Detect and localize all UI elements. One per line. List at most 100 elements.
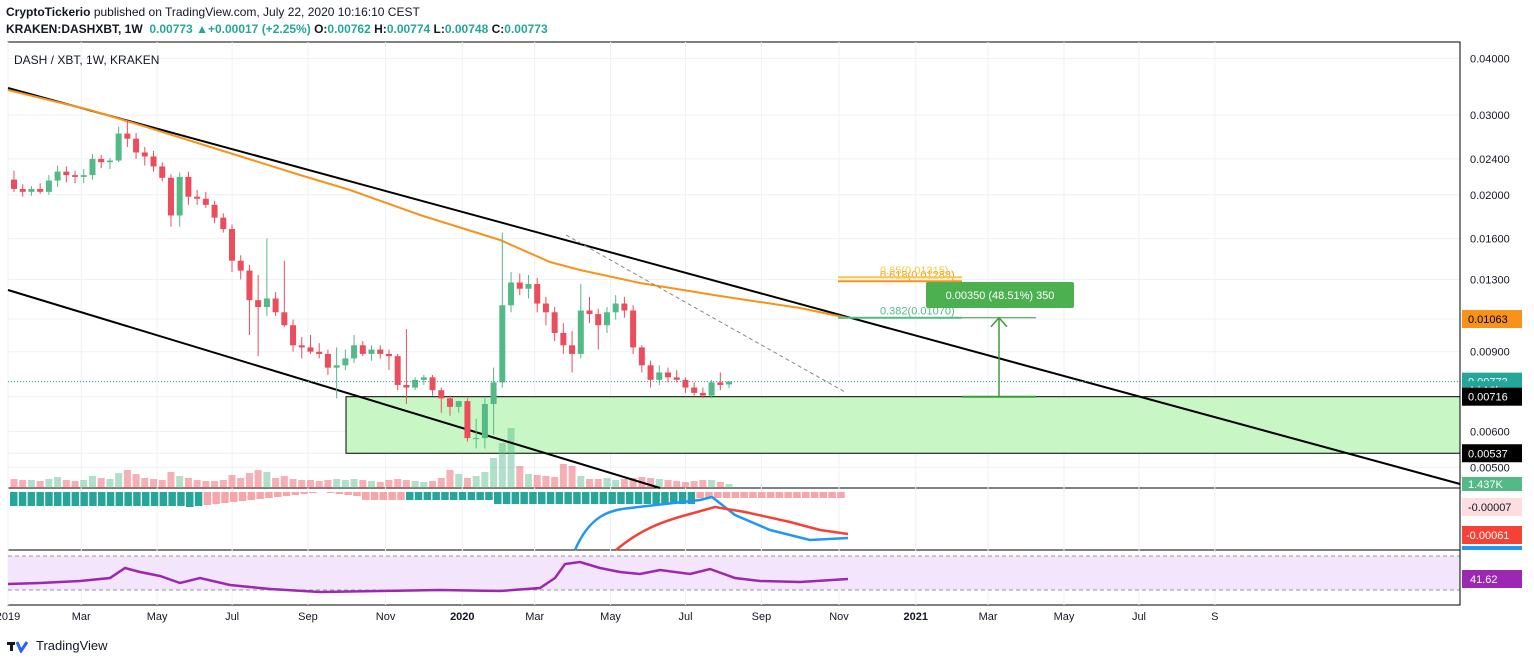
volume-bar — [376, 482, 384, 488]
volume-bar — [446, 470, 454, 488]
macd-histogram-bar — [80, 492, 88, 506]
candle-body — [316, 351, 323, 354]
y-tick-label: 0.01600 — [1470, 234, 1510, 246]
fib-level-label: 0.65(0.01315) — [880, 265, 949, 277]
volume-bar — [664, 480, 672, 488]
macd-histogram-bar — [599, 492, 608, 504]
volume-bar — [306, 480, 314, 488]
volume-bar — [193, 480, 201, 488]
macd-histogram-bar — [98, 492, 106, 506]
macd-histogram-bar — [89, 492, 97, 506]
moving-average-line — [7, 89, 849, 319]
candle-body — [638, 347, 645, 366]
volume-bar — [341, 480, 349, 488]
macd-line — [573, 495, 849, 551]
volume-bar — [350, 479, 358, 488]
macd-histogram-bar — [467, 492, 476, 500]
price-label-box — [1462, 387, 1522, 406]
volume-bar — [603, 478, 611, 488]
macd-histogram-bar — [326, 492, 335, 493]
volume-bar — [524, 474, 532, 488]
candle-body — [516, 282, 523, 289]
volume-bar — [594, 479, 602, 488]
candle-body — [656, 372, 663, 380]
macd-histogram-bar — [810, 492, 819, 498]
fib-level-label: 0.618(0.01288) — [880, 269, 955, 281]
volume-bar — [211, 481, 219, 488]
candle-body — [420, 377, 427, 380]
macd-histogram-bar — [529, 492, 537, 504]
macd-histogram-bar — [370, 492, 379, 500]
volume-bar — [19, 480, 27, 488]
y-tick-label: 0.02400 — [1470, 154, 1510, 166]
y-tick-label: 0.04000 — [1470, 53, 1510, 65]
volume-bar — [551, 477, 559, 488]
volume-bar — [132, 474, 140, 488]
macd-histogram-bar — [758, 492, 766, 498]
candle-body — [290, 325, 297, 346]
candle-body — [691, 387, 698, 393]
price-label-box — [1462, 444, 1522, 463]
volume-bar — [385, 480, 393, 488]
macd-histogram-bar — [538, 492, 546, 504]
rsi-label-text: 41.62 — [1470, 574, 1498, 586]
macd-histogram-bar — [546, 492, 555, 504]
volume-bar — [272, 478, 280, 488]
channel-upper-line — [7, 87, 1461, 485]
macd-histogram-bar — [714, 492, 722, 498]
candle-body — [499, 305, 506, 383]
volume-bar — [36, 481, 44, 488]
y-tick-label: 0.01300 — [1470, 274, 1510, 286]
candle-body — [63, 171, 70, 176]
volume-bar — [568, 466, 576, 488]
high-value: 0.00774 — [386, 22, 431, 36]
candle-body — [717, 382, 724, 385]
candle-body — [377, 349, 384, 354]
high-label: H: — [374, 22, 387, 36]
volume-bar — [612, 480, 620, 488]
macd-histogram-bar — [362, 492, 370, 500]
volume-bar — [490, 458, 498, 488]
last-price: 0.00773 — [149, 22, 193, 36]
candle-body — [726, 381, 733, 385]
macd-histogram-bar — [133, 492, 141, 506]
candle-body — [447, 398, 453, 407]
macd-histogram-bar — [54, 492, 62, 506]
publisher: CryptoTickerio — [6, 5, 91, 19]
chart-frame — [7, 41, 1461, 606]
volume-bar — [716, 482, 724, 488]
macd-histogram-bar — [212, 492, 220, 504]
volume-bar — [359, 480, 367, 488]
x-tick-label: S — [1211, 611, 1218, 623]
volume-bar — [176, 476, 184, 488]
volume-bar — [97, 478, 105, 488]
x-tick-label: May — [1054, 611, 1075, 623]
macd-histogram-bar — [379, 492, 388, 500]
volume-bar — [71, 481, 79, 488]
candle-body — [621, 303, 628, 311]
candle-body — [385, 353, 392, 357]
candle-body — [473, 438, 480, 440]
macd-histogram-bar — [344, 492, 352, 495]
macd-histogram-bar — [494, 492, 502, 504]
measure-box-text: 0.00350 (48.51%) 350 — [946, 290, 1055, 302]
volume-bar — [298, 480, 306, 488]
candle-body — [159, 166, 166, 178]
macd-histogram-bar — [62, 492, 71, 506]
macd-histogram-bar — [274, 492, 282, 497]
candle-body — [673, 377, 680, 380]
macd-histogram-bar — [450, 492, 458, 500]
macd-histogram-bar — [617, 492, 625, 504]
volume-bar — [150, 479, 158, 488]
macd-histogram-bar — [397, 492, 405, 500]
candle-body — [133, 138, 140, 153]
price-change: +0.00017 (+2.25%) — [207, 22, 311, 36]
volume-bar — [228, 475, 236, 488]
y-tick-label: 0.03000 — [1470, 110, 1510, 122]
candle-body — [307, 347, 314, 352]
macd-histogram-bar — [256, 492, 264, 499]
candle-body — [603, 312, 610, 326]
volume-bar — [429, 481, 437, 488]
